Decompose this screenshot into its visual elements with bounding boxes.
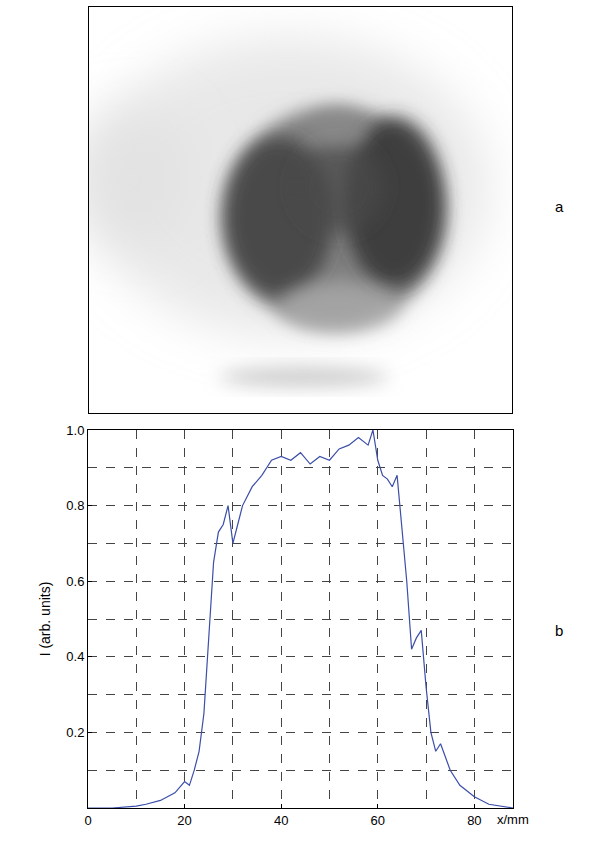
svg-text:x/mm: x/mm [497,812,529,827]
svg-text:0.6: 0.6 [66,574,84,589]
svg-text:20: 20 [177,813,191,828]
svg-text:60: 60 [371,813,385,828]
svg-text:80: 80 [467,813,481,828]
svg-text:1.0: 1.0 [66,423,84,438]
svg-text:I (arb. units): I (arb. units) [37,582,53,657]
svg-text:40: 40 [274,813,288,828]
svg-text:0.8: 0.8 [66,498,84,513]
svg-text:0: 0 [84,813,91,828]
svg-text:0.2: 0.2 [66,725,84,740]
svg-text:0.4: 0.4 [66,649,84,664]
html-text:b: b [555,622,564,639]
html-text:a: a [555,198,564,215]
